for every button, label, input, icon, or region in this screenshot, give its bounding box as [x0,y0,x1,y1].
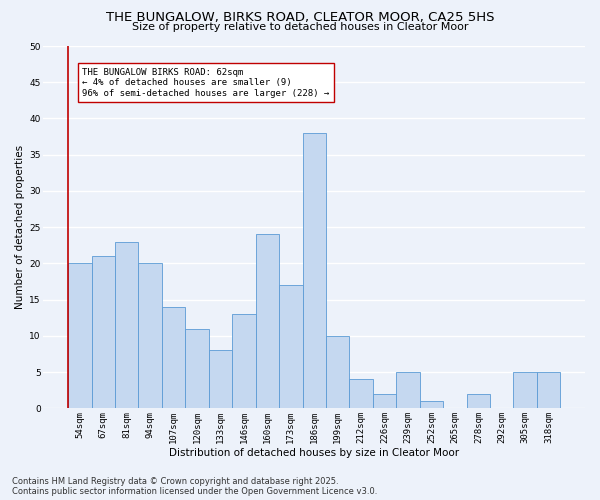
Bar [537,372,560,408]
Bar [349,380,373,408]
Bar [139,264,162,408]
Bar [302,133,326,408]
Text: THE BUNGALOW BIRKS ROAD: 62sqm
← 4% of detached houses are smaller (9)
96% of se: THE BUNGALOW BIRKS ROAD: 62sqm ← 4% of d… [82,68,329,98]
Bar [514,372,537,408]
Bar [279,285,302,408]
Y-axis label: Number of detached properties: Number of detached properties [15,145,25,309]
Bar [115,242,139,408]
Bar [396,372,420,408]
Bar [185,328,209,408]
Bar [232,314,256,408]
Bar [467,394,490,408]
Bar [162,307,185,408]
Bar [256,234,279,408]
Bar [326,336,349,408]
Bar [68,264,92,408]
Text: Contains HM Land Registry data © Crown copyright and database right 2025.
Contai: Contains HM Land Registry data © Crown c… [12,476,377,496]
Text: THE BUNGALOW, BIRKS ROAD, CLEATOR MOOR, CA25 5HS: THE BUNGALOW, BIRKS ROAD, CLEATOR MOOR, … [106,12,494,24]
X-axis label: Distribution of detached houses by size in Cleator Moor: Distribution of detached houses by size … [169,448,459,458]
Text: Size of property relative to detached houses in Cleator Moor: Size of property relative to detached ho… [132,22,468,32]
Bar [92,256,115,408]
Bar [420,401,443,408]
Bar [209,350,232,408]
Bar [373,394,396,408]
